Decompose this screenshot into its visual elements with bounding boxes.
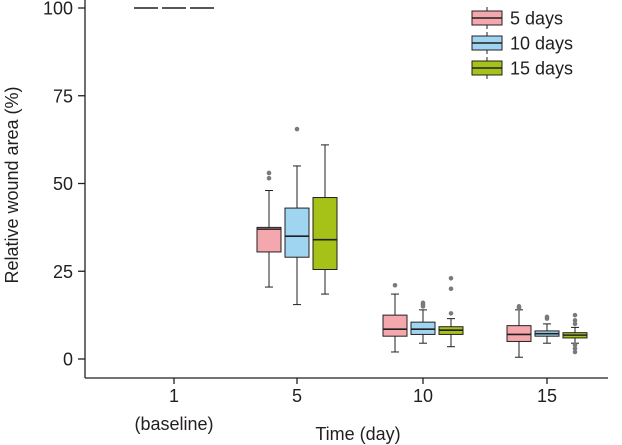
legend-item-15-days: 15 days (471, 57, 573, 79)
outlier-point (572, 312, 578, 318)
box-iqr (410, 321, 436, 335)
y-tick-label: 0 (63, 350, 73, 370)
box-10-days-5 (284, 126, 310, 306)
x-tick-label: 5 (292, 386, 302, 406)
plot-area: 0 25 50 75 100 1 (baseline) 5 10 15 (43, 0, 608, 434)
box-iqr (312, 197, 338, 270)
box-10-days-15 (534, 314, 560, 344)
outlier-point (448, 286, 454, 292)
x-axis-title: Time (day) (315, 424, 400, 444)
outlier-point (572, 318, 578, 323)
outlier-point (544, 314, 550, 320)
box-iqr (284, 207, 310, 258)
outlier-point (516, 304, 522, 309)
legend-label: 5 days (510, 9, 563, 29)
box-iqr (506, 325, 532, 342)
y-tick-label: 75 (53, 86, 73, 106)
box-iqr (256, 226, 282, 253)
outlier-point (266, 170, 272, 176)
legend-label: 15 days (510, 59, 573, 79)
box-15-days-5 (312, 144, 338, 295)
y-axis-title: Relative wound area (%) (2, 86, 22, 283)
box-iqr (382, 314, 408, 337)
outlier-point (572, 321, 578, 327)
outlier-point (448, 275, 454, 281)
x-tick-label: 1 (169, 386, 179, 406)
outlier-point (572, 349, 578, 355)
box-15-days-10 (438, 275, 464, 348)
y-tick-label: 25 (53, 262, 73, 282)
outlier-point (572, 342, 578, 348)
box-15-days-15 (562, 312, 588, 355)
x-tick-label: 10 (413, 386, 433, 406)
outlier-point (266, 175, 272, 181)
outlier-point (572, 346, 578, 351)
legend-label: 10 days (510, 34, 573, 54)
x-tick-label: 15 (537, 386, 557, 406)
y-tick-label: 100 (43, 0, 73, 19)
outlier-point (392, 282, 398, 288)
legend-item-10-days: 10 days (471, 32, 573, 54)
box-5-days-10 (382, 282, 408, 353)
legend-item-5-days: 5 days (471, 7, 563, 29)
outlier-point (294, 126, 300, 132)
outlier-point (420, 300, 426, 306)
box-10-days-10 (410, 300, 436, 344)
y-tick-label: 50 (53, 174, 73, 194)
box-5-days-15 (506, 304, 532, 358)
legend: 5 days 10 days 15 days (471, 7, 573, 79)
outlier-point (448, 311, 454, 316)
x-tick-sublabel: (baseline) (134, 414, 213, 434)
box-5-days-5 (256, 170, 282, 288)
